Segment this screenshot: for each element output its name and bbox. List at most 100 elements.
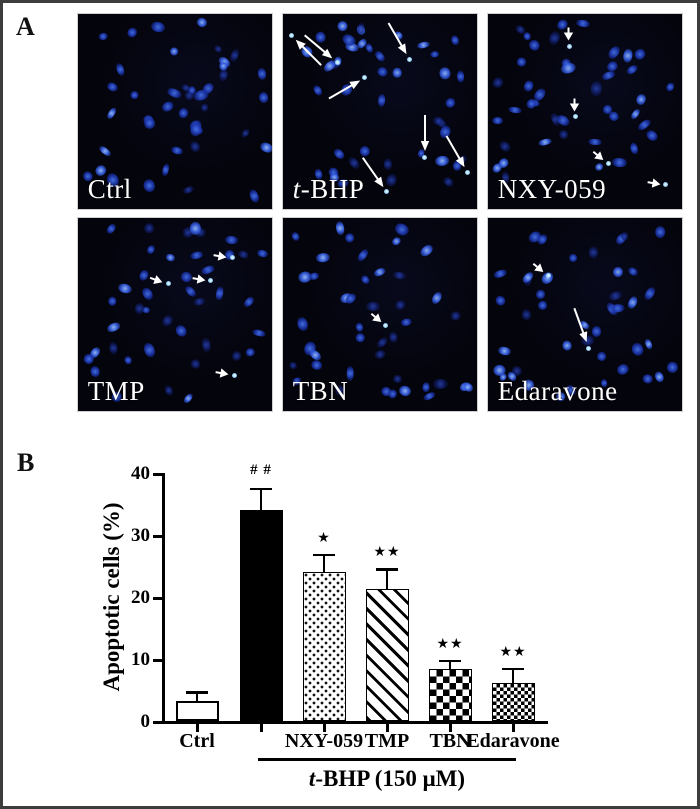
nucleus-blob (634, 92, 647, 106)
nucleus-blob (432, 378, 448, 390)
nucleus-blob (546, 29, 562, 47)
apoptotic-cell-dot (384, 189, 390, 195)
nucleus-blob (170, 145, 184, 156)
nucleus-blob (605, 44, 622, 62)
nucleus-blob (496, 156, 511, 170)
nucleus-blob (189, 221, 201, 236)
nucleus-blob (84, 353, 96, 365)
nucleus-blob (622, 48, 634, 64)
error-bar-stem (195, 691, 199, 701)
nucleus-blob (631, 47, 648, 63)
error-bar-cap (376, 568, 398, 571)
nucleus-blob (558, 129, 569, 141)
nucleus-blob (359, 274, 371, 286)
group-label: t-BHP (150 μM) (308, 766, 466, 791)
nucleus-blob (355, 36, 368, 50)
nucleus-blob (107, 296, 117, 306)
error-bar-stem (322, 553, 326, 573)
nucleus-blob (251, 328, 267, 338)
significance-marker: # # (250, 461, 272, 478)
nucleus-blob (287, 360, 299, 372)
nucleus-blob (587, 246, 598, 259)
bar-tmp (365, 588, 409, 721)
nucleus-blob (134, 302, 145, 314)
bar-tbn (428, 668, 472, 721)
nucleus-blob (531, 86, 548, 103)
nucleus-blob (149, 20, 166, 34)
nucleus-blob (194, 226, 208, 239)
nucleus-blob (525, 229, 543, 246)
nucleus-blob (114, 62, 126, 77)
nucleus-blob (664, 359, 681, 375)
nucleus-blob (200, 81, 217, 97)
nucleus-blob (441, 175, 456, 189)
nucleus-blob (604, 300, 620, 318)
apoptotic-cell-dot (422, 154, 428, 160)
nucleus-blob (459, 380, 472, 393)
nucleus-blob (355, 22, 366, 36)
nucleus-blob (513, 23, 527, 36)
error-bar-stem (448, 659, 452, 669)
nucleus-blob (338, 292, 354, 306)
nucleus-blob (654, 370, 666, 384)
y-tick-label: 30 (131, 524, 150, 546)
nucleus-blob (538, 300, 548, 311)
nucleus-blob (387, 388, 399, 400)
nucleus-blob (183, 89, 196, 102)
nucleus-blob (242, 295, 257, 309)
nucleus-blob (108, 341, 119, 356)
nucleus-blob (665, 80, 677, 93)
significance-marker: ★★ (499, 644, 527, 660)
x-axis-tick (322, 724, 326, 732)
nucleus-blob (188, 121, 203, 138)
x-axis-tick (448, 724, 452, 732)
nucleus-blob (173, 323, 190, 340)
nucleus-blob (608, 290, 624, 303)
nucleus-blob (490, 75, 505, 91)
nucleus-blob (448, 310, 462, 323)
nucleus-blob (215, 286, 225, 301)
nucleus-blob (97, 144, 112, 159)
nucleus-blob (523, 79, 536, 93)
nucleus-blob (82, 352, 96, 367)
nucleus-blob (534, 288, 547, 301)
y-tick-label: 40 (131, 462, 150, 484)
nucleus-blob (160, 99, 176, 114)
nucleus-blob (224, 235, 239, 245)
nucleus-blob (355, 23, 367, 36)
nucleus-blob (230, 349, 244, 363)
nucleus-blob (374, 335, 390, 350)
bar-chart: Apoptotic cells (%) 0 10 20 30 40 Ctrl # # ★ NXY… (0, 440, 700, 805)
nucleus-blob (434, 116, 449, 130)
error-bar-cap (250, 487, 272, 491)
micrograph-nxy-059: NXY-059 (487, 13, 683, 210)
nucleus-blob (256, 248, 269, 258)
nucleus-blob (188, 357, 203, 371)
apoptotic-cell-dot (334, 59, 340, 65)
nucleus-blob (193, 125, 205, 136)
significance-marker: ★★ (436, 636, 464, 652)
error-bar-stem (511, 667, 515, 683)
nucleus-blob (315, 252, 331, 263)
nucleus-blob (611, 265, 625, 279)
significance-marker: ★★ (373, 545, 401, 561)
nucleus-blob (535, 232, 550, 247)
nucleus-blob (189, 119, 204, 133)
nucleus-blob (625, 62, 640, 76)
nucleus-blob (177, 106, 189, 119)
apoptotic-cell-dot (229, 254, 235, 260)
nucleus-blob (526, 37, 542, 53)
apoptotic-cell-dot (566, 43, 572, 49)
nucleus-blob (493, 294, 508, 308)
nucleus-blob (228, 47, 241, 63)
nucleus-blob (308, 271, 321, 281)
nucleus-blob (643, 337, 654, 351)
nucleus-blob (430, 290, 444, 306)
panel-b-label: B (17, 448, 35, 477)
micrograph-tbn: TBN (282, 217, 478, 412)
nucleus-blob (654, 225, 666, 239)
error-bar-cap (502, 667, 524, 671)
nucleus-blob (125, 25, 139, 40)
nucleus-blob (630, 341, 646, 358)
nucleus-blob (391, 236, 403, 247)
